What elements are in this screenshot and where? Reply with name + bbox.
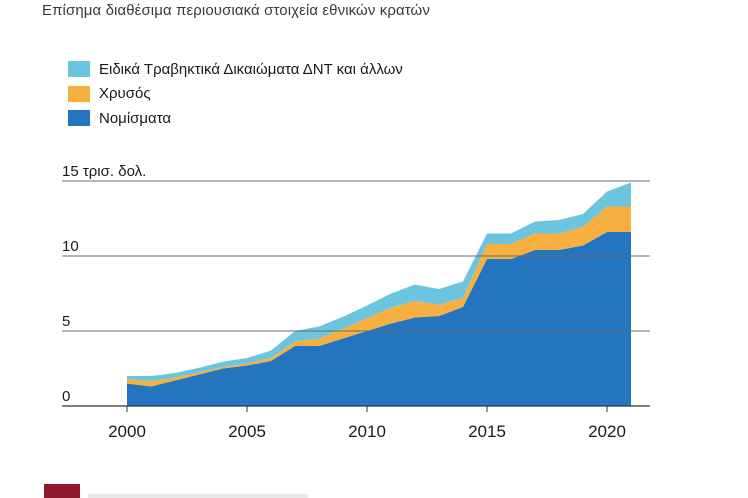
publisher-logo: [44, 484, 80, 498]
x-tick-label-4: 2020: [588, 422, 626, 441]
x-tick-label-2: 2010: [348, 422, 386, 441]
legend-swatch-currencies: [68, 110, 90, 127]
y-tick-label-1: 5: [62, 313, 70, 330]
chart-legend: Ειδικά Τραβηκτικά Δικαιώματα ΔΝΤ και άλλ…: [68, 57, 403, 131]
area-series-1: [127, 206, 631, 387]
legend-swatch-sdr: [68, 61, 90, 78]
legend-label-sdr: Ειδικά Τραβηκτικά Δικαιώματα ΔΝΤ και άλλ…: [99, 60, 403, 78]
y-tick-label-2: 10: [62, 238, 79, 255]
y-tick-label-0: 0: [62, 388, 70, 405]
legend-swatch-gold: [68, 85, 90, 102]
legend-label-gold: Χρυσός: [99, 85, 151, 103]
x-tick-label-1: 2005: [228, 422, 266, 441]
x-tick-label-0: 2000: [108, 422, 146, 441]
footer-strip: [88, 494, 308, 498]
chart-subtitle: Επίσημα διαθέσιμα περιουσιακά στοιχεία ε…: [42, 2, 430, 19]
legend-label-currencies: Νομίσματα: [99, 109, 172, 127]
legend-item-gold: Χρυσός: [68, 82, 403, 107]
legend-item-currencies: Νομίσματα: [68, 106, 403, 131]
legend-item-sdr: Ειδικά Τραβηκτικά Δικαιώματα ΔΝΤ και άλλ…: [68, 57, 403, 82]
x-tick-label-3: 2015: [468, 422, 506, 441]
y-tick-label-3: 15 τρισ. δολ.: [62, 163, 146, 180]
reserves-area-chart: 0 5 10 15 τρισ. δολ. 2000 2005 2010 2015 2020: [62, 163, 650, 441]
area-series-0: [127, 232, 631, 406]
